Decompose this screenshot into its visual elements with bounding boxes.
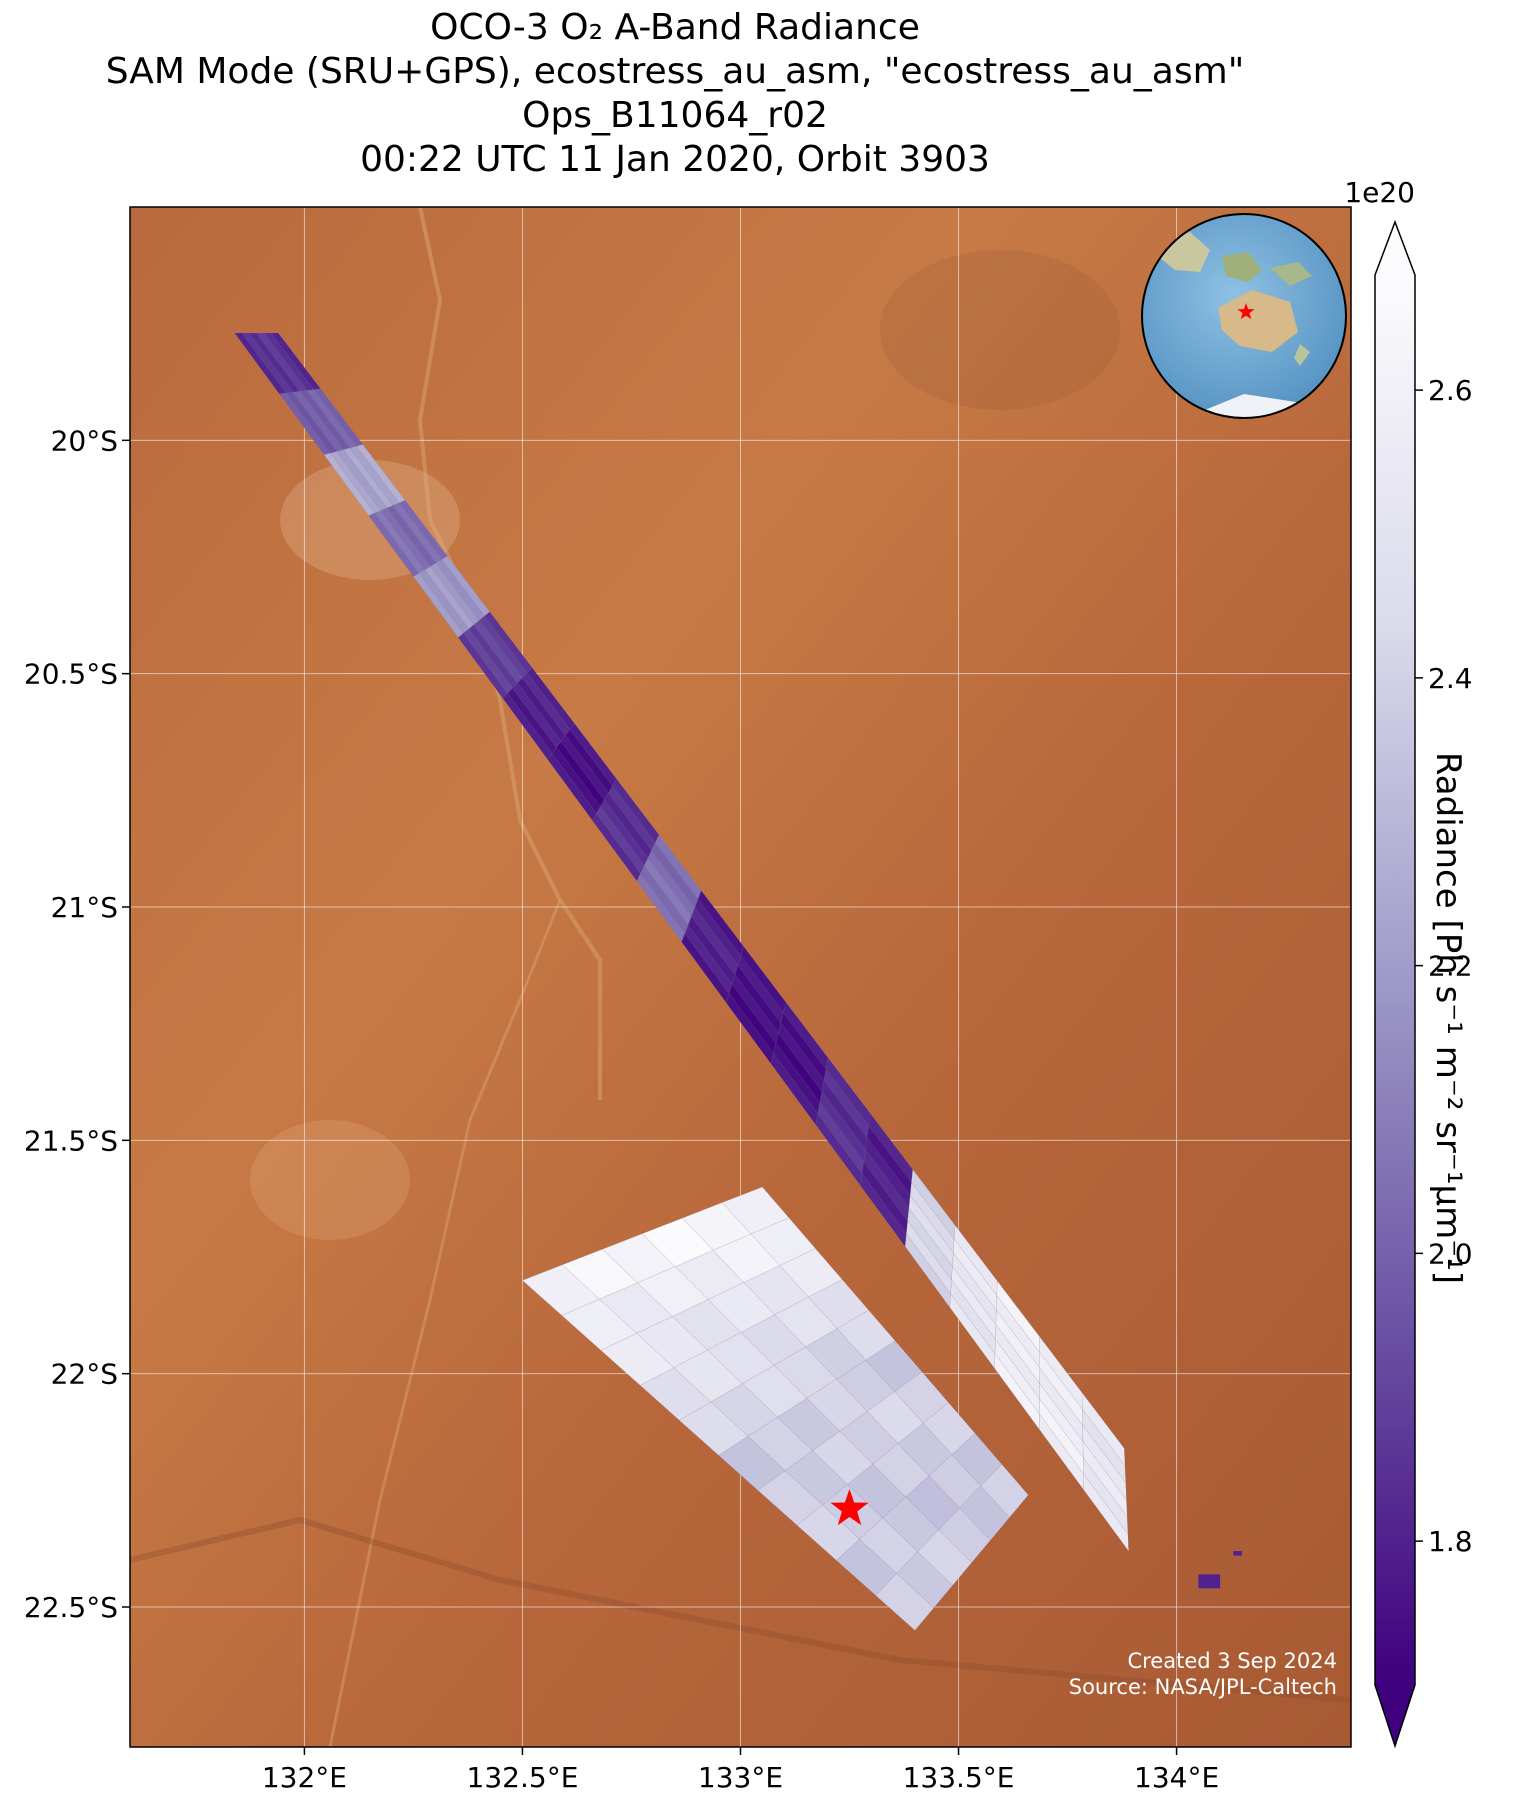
radiance-swaths <box>234 332 1243 1631</box>
lat-tick-label: 22°S <box>51 1358 118 1391</box>
lat-tick-label: 21°S <box>51 891 118 924</box>
colorbar-gradient <box>1375 275 1415 1685</box>
lon-tick-label: 132°E <box>262 1761 347 1794</box>
title-line-4: 00:22 UTC 11 Jan 2020, Orbit 3903 <box>360 139 990 180</box>
lon-tick-label: 133.5°E <box>903 1761 1015 1794</box>
target-star-icon <box>830 1489 869 1526</box>
swath-cell <box>1081 1391 1126 1467</box>
inset-globe <box>1141 213 1347 419</box>
title-line-3: Ops_B11064_r02 <box>522 95 828 136</box>
colorbar-outline <box>1374 219 1416 1749</box>
lat-tick-label: 20.5°S <box>24 658 118 691</box>
map-axes: 132°E 132.5°E 133°E 133.5°E 134°E 20°S 20.5°S 2… <box>24 424 1219 1794</box>
lat-tick-label: 20°S <box>51 424 118 457</box>
swath-cell <box>1198 1574 1221 1589</box>
gridlines <box>130 207 1351 1747</box>
terrain-feature <box>130 1516 1351 1703</box>
globe-australia <box>1218 290 1298 352</box>
lon-tick-label: 134°E <box>1134 1761 1219 1794</box>
globe-land <box>1294 344 1310 366</box>
colorbar-tick-label: 2.2 <box>1428 950 1473 983</box>
colorbar-extend-low <box>1375 1685 1415 1746</box>
map-area <box>130 207 1351 1747</box>
lon-tick-label: 133°E <box>698 1761 783 1794</box>
globe-target-star-icon <box>1237 303 1255 320</box>
lat-tick-label: 22.5°S <box>24 1591 118 1624</box>
colorbar-tick-label: 2.0 <box>1428 1237 1473 1270</box>
colorbar: 1.8 2.0 2.2 2.4 2.6 1e20 <box>1344 176 1473 1749</box>
swath-cell <box>980 1463 1029 1518</box>
globe-outline <box>1141 213 1347 419</box>
terrain-feature <box>250 1120 410 1240</box>
globe-land <box>1222 252 1262 282</box>
credit-created: Created 3 Sep 2024 <box>1127 1649 1337 1673</box>
credit-source: Source: NASA/JPL-Caltech <box>1068 1675 1337 1699</box>
swath-cell <box>1233 1550 1243 1556</box>
colorbar-tick-label: 2.6 <box>1428 374 1473 407</box>
globe-land <box>1270 262 1312 286</box>
colorbar-tick-label: 1.8 <box>1428 1525 1473 1558</box>
colorbar-multiplier: 1e20 <box>1344 176 1415 209</box>
colorbar-extend-high <box>1375 222 1415 275</box>
lon-tick-label: 132.5°E <box>467 1761 579 1794</box>
terrain-feature <box>880 250 1120 410</box>
title-line-2: SAM Mode (SRU+GPS), ecostress_au_asm, "e… <box>105 51 1245 92</box>
colorbar-tick-label: 2.4 <box>1428 662 1473 695</box>
colorbar-label: Radiance [Ph s⁻¹ m⁻² sr⁻¹µm⁻¹] <box>1428 751 1468 1285</box>
terrain-feature <box>328 899 562 1747</box>
colorbar-ticks: 1.8 2.0 2.2 2.4 2.6 <box>1415 374 1473 1558</box>
lat-tick-label: 21.5°S <box>24 1124 118 1157</box>
title-line-1: OCO-3 O₂ A-Band Radiance <box>430 7 920 48</box>
